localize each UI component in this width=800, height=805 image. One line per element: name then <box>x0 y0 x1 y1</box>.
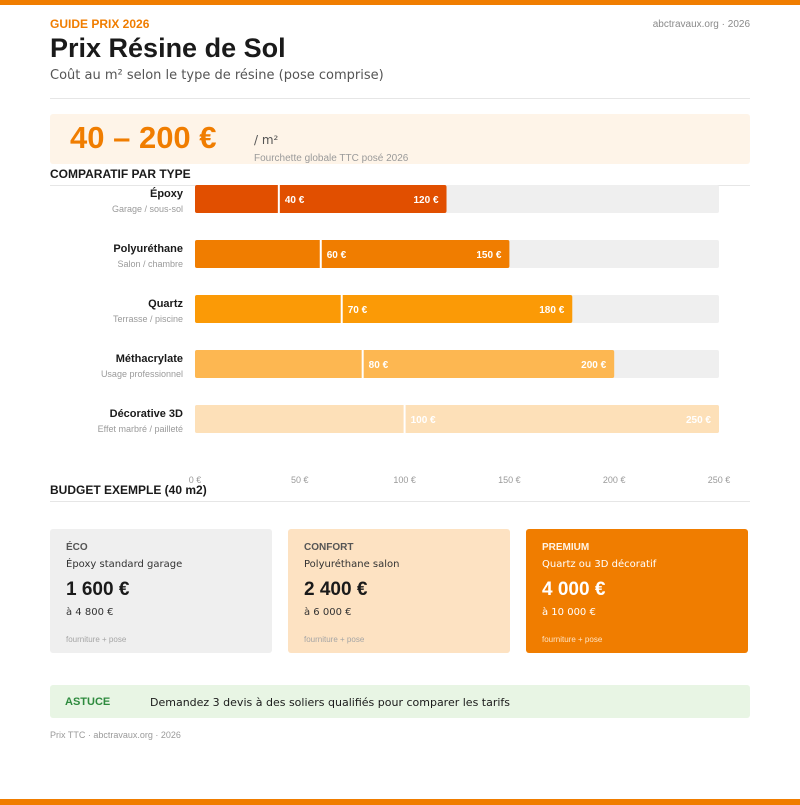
bar-range <box>195 185 447 213</box>
price-range-note: Fourchette globale TTC posé 2026 <box>254 153 409 164</box>
budget-card-premium: PREMIUM Quartz ou 3D décoratif 4 000 € à… <box>526 529 748 653</box>
price-range-unit: / m² <box>254 133 279 147</box>
budget-divider <box>50 501 750 502</box>
bar-max-label: 120 € <box>413 195 438 206</box>
card-description: Quartz ou 3D décoratif <box>542 559 657 570</box>
bar-category-label: Polyuréthane <box>113 243 183 255</box>
bar-range <box>195 240 510 268</box>
budget-section-title: BUDGET EXEMPLE (40 m2) <box>50 483 207 497</box>
source-label: abctravaux.org · 2026 <box>652 19 750 30</box>
bar-range <box>195 295 573 323</box>
bar-min-marker <box>340 295 343 323</box>
bottom-accent-bar <box>0 799 800 805</box>
price-range-chart: Époxy Garage / sous-sol 40 € 120 € Polyuréth… <box>98 185 731 485</box>
bar-min-marker <box>277 185 280 213</box>
price-range-value: 40 – 200 € <box>70 120 217 155</box>
card-price: 4 000 € <box>542 579 606 600</box>
top-accent-bar <box>0 0 800 5</box>
bar-category-sublabel: Garage / sous-sol <box>112 204 183 214</box>
card-price: 1 600 € <box>66 579 130 600</box>
card-tier-label: CONFORT <box>304 542 354 553</box>
card-max-price: à 10 000 € <box>542 607 596 618</box>
budget-card-confort: CONFORT Polyuréthane salon 2 400 € à 6 0… <box>288 529 510 653</box>
tip-banner: ASTUCE Demandez 3 devis à des soliers qu… <box>50 685 750 718</box>
bar-min-marker <box>361 350 364 378</box>
bar-min-label: 70 € <box>348 305 368 316</box>
bar-category-sublabel: Terrasse / piscine <box>113 314 183 324</box>
price-range-banner: 40 – 200 € / m² Fourchette globale TTC p… <box>50 114 750 164</box>
card-tier-label: PREMIUM <box>542 542 590 553</box>
bar-min-label: 60 € <box>327 250 347 261</box>
card-note: fourniture + pose <box>304 635 365 644</box>
header-divider <box>50 98 750 99</box>
card-note: fourniture + pose <box>66 635 127 644</box>
page-subtitle: Coût au m² selon le type de résine (pose… <box>50 68 384 83</box>
card-tier-label: ÉCO <box>66 542 88 553</box>
card-price: 2 400 € <box>304 579 368 600</box>
card-note: fourniture + pose <box>542 635 603 644</box>
bar-min-label: 100 € <box>411 415 436 426</box>
bar-category-sublabel: Usage professionnel <box>101 369 183 379</box>
card-description: Époxy standard garage <box>66 559 183 570</box>
bar-category-label: Époxy <box>150 187 184 200</box>
bar-max-label: 180 € <box>539 305 564 316</box>
x-axis-tick-label: 50 € <box>291 475 309 485</box>
bar-category-label: Décorative 3D <box>110 408 183 420</box>
bar-max-label: 200 € <box>581 360 606 371</box>
card-max-price: à 4 800 € <box>66 607 114 618</box>
card-description: Polyuréthane salon <box>304 559 400 570</box>
bar-category-sublabel: Salon / chambre <box>117 259 183 269</box>
bar-min-marker <box>319 240 322 268</box>
bar-min-label: 80 € <box>369 360 389 371</box>
tip-text: Demandez 3 devis à des soliers qualifiés… <box>150 696 511 709</box>
bar-min-label: 40 € <box>285 195 305 206</box>
budget-card-eco: ÉCO Époxy standard garage 1 600 € à 4 80… <box>50 529 272 653</box>
x-axis-tick-label: 150 € <box>498 475 521 485</box>
x-axis-tick-label: 200 € <box>603 475 626 485</box>
x-axis-tick-label: 0 € <box>189 475 202 485</box>
x-axis-tick-label: 250 € <box>708 475 731 485</box>
guide-kicker: GUIDE PRIX 2026 <box>50 17 150 31</box>
card-max-price: à 6 000 € <box>304 607 352 618</box>
bar-category-label: Méthacrylate <box>116 353 183 365</box>
bar-category-label: Quartz <box>148 298 183 310</box>
x-axis-tick-label: 100 € <box>393 475 416 485</box>
page-title: Prix Résine de Sol <box>50 33 286 63</box>
tip-label: ASTUCE <box>65 696 111 708</box>
bar-max-label: 150 € <box>476 250 501 261</box>
bar-range <box>195 350 615 378</box>
bar-category-sublabel: Effet marbré / pailleté <box>98 424 183 434</box>
bar-range <box>195 405 719 433</box>
bar-max-label: 250 € <box>686 415 711 426</box>
comparison-section-title: COMPARATIF PAR TYPE <box>50 167 191 181</box>
footer-note: Prix TTC · abctravaux.org · 2026 <box>50 730 181 740</box>
bar-min-marker <box>403 405 406 433</box>
